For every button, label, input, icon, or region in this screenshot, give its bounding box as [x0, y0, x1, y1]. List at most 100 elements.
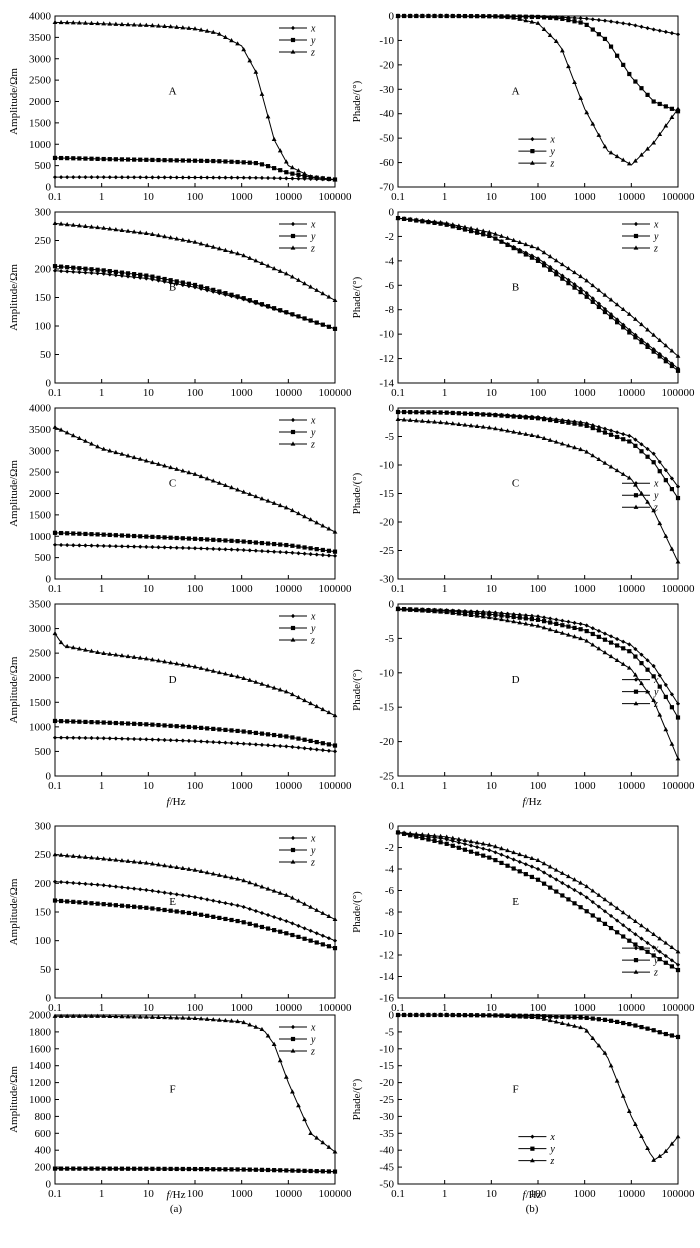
series-point-x	[590, 899, 595, 905]
series-point-x	[596, 904, 601, 909]
y-tick-label: -15	[379, 488, 394, 500]
series-point-z	[223, 34, 228, 39]
series-point-y	[52, 1166, 58, 1171]
y-tick-label: 300	[35, 821, 52, 833]
legend-label: z	[310, 48, 315, 59]
series-point-y	[65, 899, 70, 904]
series-point-y	[663, 960, 668, 965]
series-point-z	[83, 647, 88, 652]
series-point-z	[407, 607, 413, 612]
series-point-y	[119, 1166, 125, 1171]
series-point-z	[492, 615, 498, 621]
series-point-x	[253, 742, 258, 747]
series-point-x	[265, 549, 271, 554]
series-point-z	[223, 873, 228, 879]
series-x	[52, 175, 338, 182]
series-point-z	[657, 520, 663, 526]
y-tick-label: 0	[389, 1010, 395, 1022]
y-tick-label: -10	[379, 329, 394, 341]
series-point-x	[119, 273, 125, 278]
series-point-z	[450, 421, 456, 426]
series-point-z	[462, 837, 468, 843]
x-tick-label: 1000	[231, 191, 254, 203]
series-point-x	[132, 886, 137, 891]
series-point-z	[326, 709, 332, 715]
series-point-y	[162, 1166, 167, 1171]
y-tick-label: 150	[35, 292, 52, 304]
x-tick-label: 100000	[319, 387, 353, 399]
series-point-x	[217, 175, 222, 180]
x-tick-label: 10000	[275, 780, 303, 792]
series-point-x	[608, 913, 614, 919]
series-point-x	[627, 433, 632, 439]
series-point-z	[198, 665, 204, 670]
series-point-y	[608, 432, 614, 437]
series-point-z	[614, 467, 620, 473]
series-point-x	[83, 543, 88, 548]
series-point-y	[657, 1030, 662, 1035]
series-point-y	[554, 272, 559, 277]
series-point-x	[174, 738, 179, 743]
y-tick-label: -12	[379, 353, 394, 365]
series-point-x	[314, 747, 319, 752]
y-tick-label: 1000	[29, 531, 52, 543]
series-point-z	[511, 619, 517, 624]
legend-marker	[633, 677, 639, 682]
series-point-z	[259, 91, 265, 96]
series-point-y	[95, 156, 100, 161]
series-point-z	[192, 1015, 198, 1020]
series-point-z	[76, 1013, 82, 1018]
series-point-z	[174, 466, 180, 471]
series-point-x	[284, 744, 289, 749]
series-point-x	[554, 877, 559, 882]
series-point-z	[241, 253, 247, 258]
series-point-z	[529, 432, 535, 437]
series-point-z	[468, 13, 474, 18]
series-point-z	[602, 144, 608, 149]
series-point-y	[290, 171, 295, 176]
series-point-x	[596, 301, 601, 306]
series-x	[395, 216, 681, 371]
series-point-y	[560, 893, 565, 898]
y-tick-label: 0	[389, 207, 395, 219]
series-point-x	[132, 175, 137, 180]
series-point-y	[259, 302, 265, 307]
series-point-x	[608, 19, 614, 24]
legend-marker	[290, 245, 296, 250]
series-point-y	[651, 99, 656, 104]
series-point-z	[578, 446, 584, 452]
panel-tag: D	[512, 674, 520, 686]
series-point-z	[156, 461, 161, 466]
series-point-y	[663, 359, 668, 364]
series-point-y	[162, 907, 167, 913]
y-tick-label: -5	[385, 431, 395, 443]
series-point-z	[505, 1013, 510, 1018]
series-point-z	[241, 675, 247, 680]
series-point-z	[216, 246, 222, 251]
series-point-y	[132, 157, 137, 162]
series-point-z	[180, 468, 186, 473]
series-point-x	[211, 739, 216, 745]
series-point-z	[578, 95, 584, 100]
series-point-z	[505, 235, 510, 240]
series-point-z	[143, 22, 149, 27]
series-point-y	[645, 454, 650, 459]
x-tick-label: 10	[486, 1188, 498, 1200]
legend-label: y	[310, 846, 316, 857]
series-point-y	[529, 14, 535, 19]
series-point-x	[101, 736, 106, 741]
series-line-z	[54, 854, 336, 920]
series-point-y	[77, 156, 82, 161]
series-point-y	[572, 421, 577, 426]
series-point-z	[95, 20, 101, 26]
series-point-z	[456, 836, 462, 841]
series-point-z	[639, 321, 644, 327]
series-point-x	[529, 253, 535, 258]
series-point-y	[174, 1166, 179, 1172]
series-point-y	[535, 617, 541, 622]
series-point-y	[290, 1168, 295, 1173]
series-point-z	[505, 428, 510, 433]
y-tick-label: -8	[385, 907, 395, 919]
series-point-z	[247, 491, 253, 496]
